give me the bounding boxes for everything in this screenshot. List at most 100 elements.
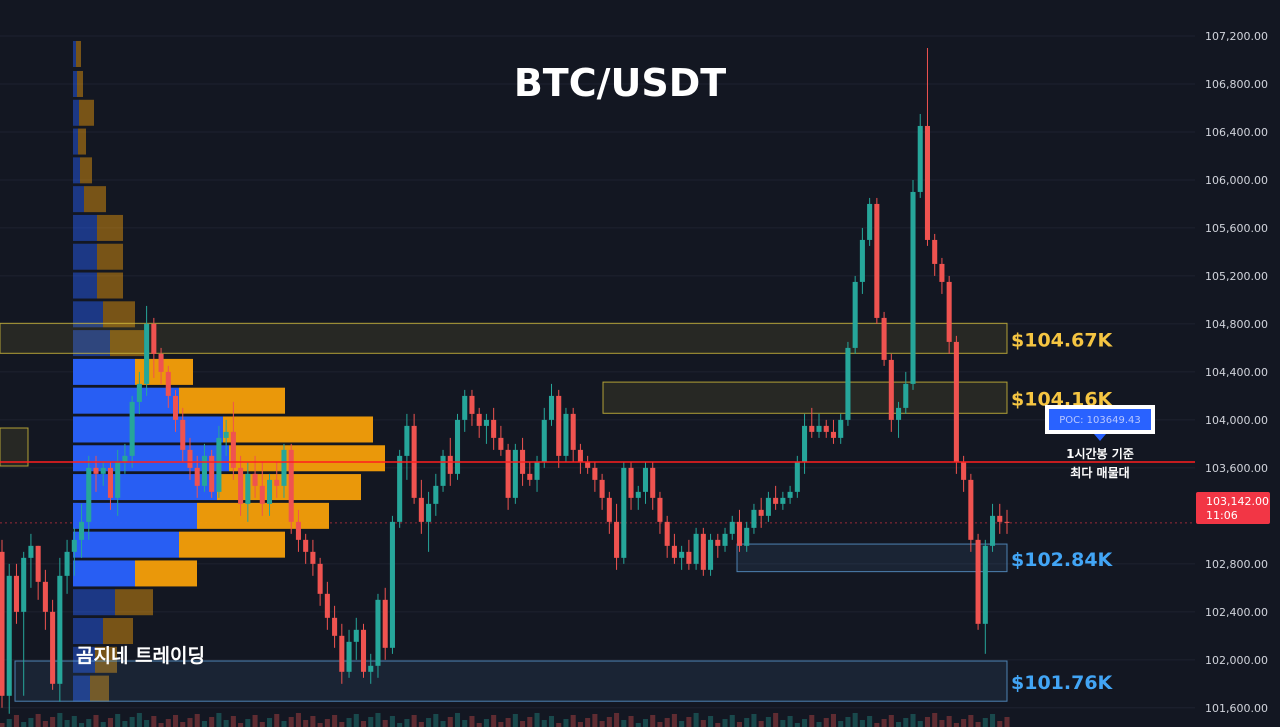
candle-body xyxy=(295,521,301,540)
candle xyxy=(693,527,699,570)
candle xyxy=(238,455,244,516)
candle xyxy=(563,407,569,462)
candle xyxy=(411,413,417,504)
candle xyxy=(939,257,945,294)
candle xyxy=(397,449,403,528)
candle xyxy=(548,383,555,426)
candle-body xyxy=(339,635,345,672)
y-tick-label: 107,200.00 xyxy=(1205,30,1268,43)
vp-down-bar xyxy=(79,99,94,126)
candle-body xyxy=(172,395,179,420)
candle xyxy=(592,461,598,492)
candle-body xyxy=(787,491,793,498)
y-tick-label: 102,400.00 xyxy=(1205,606,1268,619)
candle xyxy=(165,365,171,408)
candle xyxy=(512,443,518,504)
candle-body xyxy=(57,575,63,684)
candle xyxy=(744,521,750,552)
candle xyxy=(317,557,323,606)
volume-bar xyxy=(368,717,374,727)
vp-up-bar xyxy=(73,157,80,184)
candle xyxy=(679,545,685,570)
volume-bar xyxy=(794,723,800,727)
volume-bar xyxy=(144,720,150,727)
volume-bar xyxy=(599,721,605,727)
volume-bar xyxy=(332,715,338,727)
candle-body xyxy=(780,497,786,504)
candle xyxy=(64,539,70,594)
candle-body xyxy=(151,323,157,354)
volume-bar xyxy=(491,715,497,727)
candle xyxy=(180,407,186,462)
candle-body xyxy=(433,485,439,504)
candle xyxy=(953,335,959,474)
candle xyxy=(621,461,627,564)
candle-body xyxy=(303,539,309,552)
volume-bar xyxy=(281,721,287,727)
candle xyxy=(975,533,981,630)
candle xyxy=(751,503,757,534)
candle-body xyxy=(621,467,627,558)
vp-up-bar xyxy=(73,474,217,501)
volume-bar xyxy=(946,716,952,727)
candle-body xyxy=(614,521,620,558)
candle xyxy=(852,275,858,354)
volume-bar xyxy=(483,719,489,727)
candle xyxy=(129,395,135,468)
vp-down-bar xyxy=(97,272,123,299)
candlestick-series[interactable] xyxy=(0,47,1010,714)
candle xyxy=(21,551,27,696)
volume-bar xyxy=(830,714,837,727)
candle xyxy=(404,413,410,480)
candle xyxy=(194,455,200,498)
candle-body xyxy=(961,461,967,480)
volume-bar xyxy=(389,716,395,727)
price-axis[interactable]: 107,200.00 106,800.00 106,400.00 106,000.00… xyxy=(1205,30,1268,715)
candle-body xyxy=(216,437,222,492)
volume-bar xyxy=(939,720,945,727)
candle xyxy=(787,485,793,504)
candle-body xyxy=(79,521,85,540)
volume-bar xyxy=(556,723,562,727)
volume-bar xyxy=(382,720,388,727)
candle-body xyxy=(744,527,750,546)
candle xyxy=(765,491,771,522)
candle-body xyxy=(867,203,873,240)
candle xyxy=(896,401,902,438)
candle-body xyxy=(375,599,381,666)
vp-up-bar xyxy=(73,646,95,673)
candle xyxy=(433,473,439,516)
candle-body xyxy=(462,395,468,420)
volume-bar xyxy=(252,715,258,727)
volume-bar xyxy=(100,722,106,727)
candle-body xyxy=(238,467,244,504)
vp-up-bar xyxy=(73,40,76,67)
candle-body xyxy=(794,461,800,492)
volume-bar xyxy=(570,715,576,727)
candle-body xyxy=(180,419,186,450)
candle-body xyxy=(939,263,945,282)
candle-body xyxy=(86,467,92,522)
candle xyxy=(736,509,743,552)
vp-up-bar xyxy=(73,358,135,385)
y-tick-label: 104,000.00 xyxy=(1205,414,1268,427)
vp-down-bar xyxy=(229,445,385,472)
volume-bar xyxy=(136,713,142,727)
volume-bar xyxy=(295,713,301,727)
candle-body xyxy=(252,473,258,486)
volume-bar xyxy=(932,713,938,727)
candle xyxy=(708,533,714,576)
candle-body xyxy=(903,383,909,408)
candle-body xyxy=(100,467,106,474)
volume-bar xyxy=(534,713,540,727)
volume-bar xyxy=(469,716,475,727)
volume-bar xyxy=(664,718,670,727)
vp-down-bar xyxy=(223,416,373,443)
candle-body xyxy=(896,407,902,420)
volume-bar xyxy=(6,719,12,727)
candle xyxy=(469,389,475,426)
candle xyxy=(917,113,923,198)
candle-body xyxy=(245,473,251,504)
volume-bar xyxy=(852,713,858,727)
